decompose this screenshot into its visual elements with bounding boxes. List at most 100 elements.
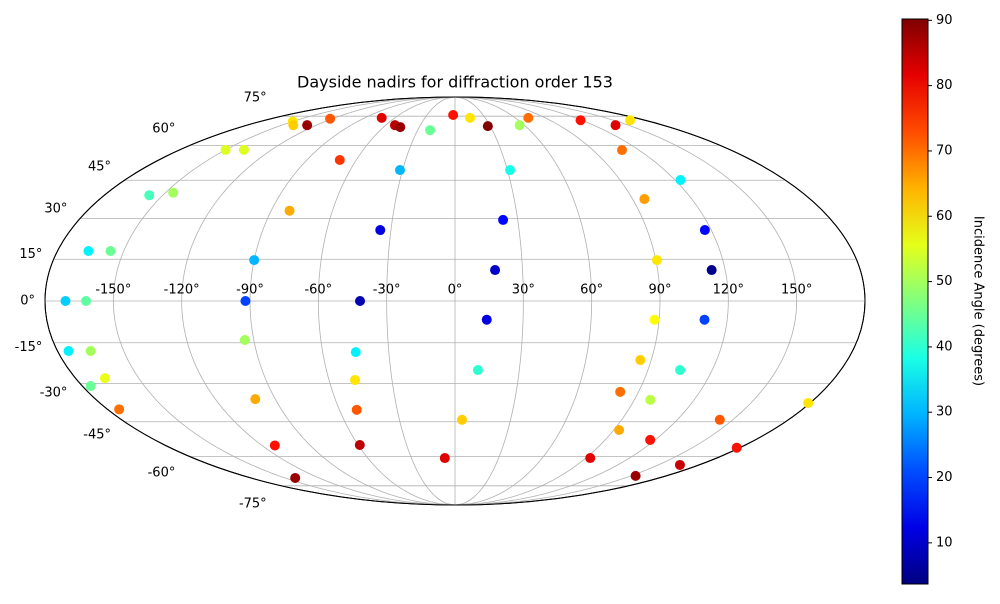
colorbar [901, 18, 929, 585]
nadir-point [99, 373, 110, 384]
nadir-point [635, 355, 646, 366]
nadir-point [514, 120, 525, 131]
nadir-point [472, 365, 483, 376]
nadir-point [240, 296, 251, 306]
nadir-point [675, 174, 686, 185]
nadir-point [350, 347, 361, 358]
colorbar-tick-label: 10 [936, 535, 953, 550]
nadir-point [351, 404, 362, 415]
x-tick-label: -90° [236, 283, 264, 298]
y-tick-label: -60° [148, 465, 176, 480]
nadir-point [375, 225, 386, 236]
y-tick-label: -45° [83, 428, 111, 443]
nadir-point [220, 144, 231, 155]
chart-title: Dayside nadirs for diffraction order 153 [297, 73, 613, 92]
nadir-point [269, 440, 280, 451]
nadir-point [325, 113, 336, 124]
nadir-point [81, 296, 91, 306]
nadir-point [498, 214, 509, 225]
nadir-point [355, 296, 366, 306]
nadir-point [651, 255, 662, 266]
y-tick-label: -75° [239, 497, 267, 512]
colorbar-label: Incidence Angle (degrees) [971, 216, 986, 386]
nadir-point [585, 453, 596, 464]
y-tick-label: -30° [40, 385, 68, 400]
y-tick-label: -15° [15, 340, 43, 355]
nadir-point [523, 112, 534, 123]
x-tick-label: -150° [95, 283, 131, 298]
nadir-point [645, 394, 656, 405]
nadir-point [465, 112, 476, 123]
x-tick-label: 90° [648, 283, 671, 298]
y-tick-label: 60° [152, 122, 175, 137]
nadir-point [288, 120, 299, 131]
nadir-point [250, 394, 261, 405]
nadir-point [615, 386, 626, 397]
nadir-point [706, 265, 717, 276]
nadir-point [290, 472, 301, 483]
nadir-point [105, 245, 116, 256]
nadir-point [675, 365, 686, 376]
colorbar-tick-label: 40 [936, 339, 953, 354]
nadir-point [239, 335, 250, 345]
map-border [44, 96, 866, 506]
x-tick-label: 150° [781, 283, 812, 298]
nadir-point [482, 121, 493, 132]
nadir-point [617, 145, 628, 156]
colorbar-tick-label: 30 [936, 405, 953, 420]
colorbar-tick-label: 70 [936, 143, 953, 158]
y-tick-label: 0° [20, 294, 35, 309]
nadir-point [249, 255, 260, 266]
y-tick-label: 30° [44, 202, 67, 217]
nadir-point [803, 397, 814, 408]
x-tick-label: -120° [164, 283, 200, 298]
nadir-point [238, 144, 249, 155]
nadir-point [645, 434, 656, 445]
colorbar-tick-label: 80 [936, 78, 953, 93]
colorbar-tick-label: 20 [936, 470, 953, 485]
y-tick-label: 75° [244, 90, 267, 105]
colorbar-tick-label: 50 [936, 274, 953, 289]
nadir-point [614, 425, 625, 436]
nadir-point [575, 115, 586, 126]
x-tick-label: -60° [304, 283, 332, 298]
x-tick-label: -30° [373, 283, 401, 298]
colorbar-tick-label: 90 [936, 13, 953, 28]
colorbar-tick-label: 60 [936, 209, 953, 224]
nadir-point [144, 190, 155, 201]
nadir-point [674, 459, 685, 470]
nadir-point [490, 265, 501, 276]
x-tick-label: 30° [512, 283, 535, 298]
nadir-point [699, 314, 710, 325]
nadir-point [505, 165, 516, 176]
nadir-point [439, 453, 450, 464]
nadir-point [425, 125, 436, 136]
nadir-point [284, 205, 295, 216]
nadir-point [448, 109, 459, 120]
nadir-point [85, 381, 96, 392]
nadir-point [625, 115, 636, 126]
x-tick-label: 120° [713, 283, 744, 298]
nadir-point [699, 225, 710, 236]
nadir-point [630, 470, 641, 481]
nadir-point [83, 245, 94, 256]
nadir-point [481, 314, 492, 325]
nadir-point [376, 112, 387, 123]
nadir-point [731, 442, 742, 453]
nadir-point [610, 120, 621, 131]
nadir-point [60, 296, 71, 306]
nadir-point [457, 414, 468, 425]
nadir-point [394, 165, 405, 176]
nadir-point [63, 346, 74, 357]
nadir-point [639, 194, 650, 205]
nadir-point [350, 374, 361, 385]
y-tick-label: 45° [88, 159, 111, 174]
nadir-point [714, 414, 725, 425]
nadir-point [114, 404, 125, 415]
nadir-point [395, 122, 406, 133]
nadir-point [334, 154, 345, 165]
nadir-point [168, 187, 179, 198]
nadir-point [354, 439, 365, 450]
nadir-point [85, 346, 96, 357]
